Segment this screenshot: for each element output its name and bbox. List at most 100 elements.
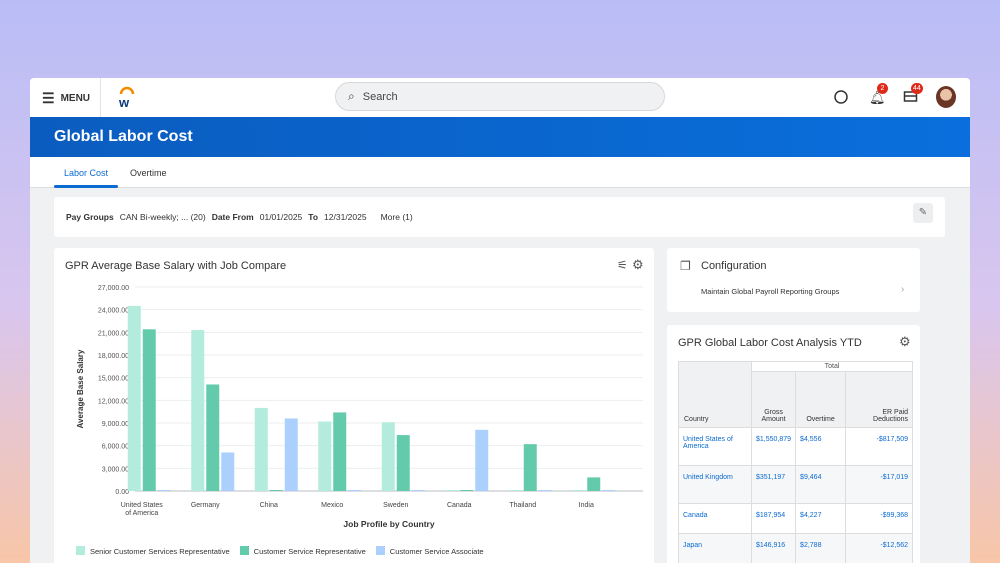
- bar: [587, 477, 600, 491]
- salary-chart-card: GPR Average Base Salary with Job Compare…: [54, 248, 654, 563]
- y-tick-label: 0.00: [115, 489, 129, 496]
- cell-value[interactable]: -$99,368: [846, 504, 913, 534]
- chat-icon[interactable]: [833, 89, 849, 110]
- bar: [572, 490, 585, 491]
- y-tick-label: 3,000.00: [102, 466, 129, 473]
- bar: [191, 330, 204, 491]
- cell-value[interactable]: $1,550,879: [752, 428, 796, 466]
- pencil-icon: ✎: [919, 207, 927, 218]
- tab-bar: Labor Cost Overtime: [30, 157, 970, 188]
- tab-overtime[interactable]: Overtime: [130, 168, 167, 178]
- analysis-title: GPR Global Labor Cost Analysis YTD: [678, 337, 862, 349]
- window-icon: ❐: [680, 259, 691, 273]
- column-header: Country: [679, 362, 752, 428]
- group-header: Total: [752, 362, 913, 372]
- bar: [221, 452, 234, 491]
- tab-labor-cost[interactable]: Labor Cost: [64, 168, 108, 178]
- y-tick-label: 6,000.00: [102, 444, 129, 451]
- y-tick-label: 27,000.00: [98, 285, 129, 292]
- bar: [348, 490, 361, 491]
- to-value: 12/31/2025: [324, 212, 367, 222]
- top-bar: ☰ MENU w ⌕ Search 🔔︎ 2 44: [30, 78, 970, 117]
- to-label: To: [308, 212, 318, 222]
- bar: [158, 490, 171, 491]
- cell-value[interactable]: $2,788: [796, 534, 846, 563]
- legend-item[interactable]: Customer Service Representative: [240, 546, 366, 556]
- y-tick-label: 18,000.00: [98, 353, 129, 360]
- bar: [285, 418, 298, 491]
- inbox-badge: 44: [911, 83, 923, 94]
- notifications-button[interactable]: 🔔︎ 2: [869, 89, 886, 107]
- y-tick-label: 12,000.00: [98, 398, 129, 405]
- hamburger-icon: ☰: [42, 90, 55, 107]
- x-tick-label: China: [260, 502, 278, 509]
- x-tick-label: Germany: [191, 502, 220, 509]
- search-icon: ⌕: [348, 89, 355, 104]
- pay-groups-label: Pay Groups: [66, 212, 114, 222]
- x-tick-label: Thailand: [509, 502, 536, 509]
- y-axis-label: Average Base Salary: [76, 349, 85, 428]
- country-link[interactable]: Japan: [679, 534, 752, 563]
- bar-chart: Average Base Salary Job Profile by Count…: [54, 248, 654, 538]
- cell-value[interactable]: $351,197: [752, 466, 796, 504]
- bar: [270, 490, 283, 491]
- labor-cost-analysis-card: GPR Global Labor Cost Analysis YTD ⚙ Cou…: [667, 325, 920, 563]
- legend-item[interactable]: Customer Service Associate: [376, 546, 484, 556]
- cell-value[interactable]: -$817,509: [846, 428, 913, 466]
- bar: [524, 444, 537, 491]
- avatar[interactable]: [936, 86, 956, 108]
- country-link[interactable]: Canada: [679, 504, 752, 534]
- maintain-reporting-groups-link[interactable]: Maintain Global Payroll Reporting Groups: [701, 287, 839, 296]
- svg-text:w: w: [118, 95, 130, 108]
- x-tick-label: India: [579, 502, 594, 509]
- chevron-right-icon[interactable]: ›: [901, 284, 904, 295]
- more-filters[interactable]: More (1): [381, 212, 413, 222]
- y-tick-label: 15,000.00: [98, 376, 129, 383]
- cell-value[interactable]: $4,227: [796, 504, 846, 534]
- analysis-table: Country Total Gross Amount Overtime ER P…: [678, 361, 913, 563]
- column-header: Overtime: [796, 372, 846, 428]
- active-tab-indicator: [54, 185, 118, 188]
- table-row: Japan$146,916$2,788-$12,562: [679, 534, 913, 563]
- configuration-title: Configuration: [701, 260, 766, 272]
- bar: [143, 329, 156, 491]
- notifications-badge: 2: [877, 83, 888, 94]
- cell-value[interactable]: $9,464: [796, 466, 846, 504]
- chart-legend: Senior Customer Services Representative …: [76, 546, 484, 556]
- filter-bar: Pay Groups CAN Bi-weekly; ... (20) Date …: [54, 197, 945, 237]
- bar: [206, 384, 219, 491]
- bar: [128, 306, 141, 491]
- menu-button[interactable]: ☰ MENU: [42, 90, 90, 107]
- bar: [255, 408, 268, 491]
- inbox-button[interactable]: 44: [903, 89, 918, 109]
- edit-filters-button[interactable]: ✎: [913, 203, 933, 223]
- app-window: ☰ MENU w ⌕ Search 🔔︎ 2 44 Global Labor C…: [30, 78, 970, 563]
- cell-value[interactable]: $4,556: [796, 428, 846, 466]
- legend-item[interactable]: Senior Customer Services Representative: [76, 546, 230, 556]
- workday-logo[interactable]: w: [118, 86, 136, 113]
- bar: [602, 490, 615, 491]
- country-link[interactable]: United Kingdom: [679, 466, 752, 504]
- cell-value[interactable]: -$17,019: [846, 466, 913, 504]
- x-tick-label: United Statesof America: [121, 502, 164, 517]
- cell-value[interactable]: $187,954: [752, 504, 796, 534]
- country-link[interactable]: United States of America: [679, 428, 752, 466]
- x-axis-label: Job Profile by Country: [343, 519, 434, 529]
- bar: [475, 430, 488, 491]
- y-tick-label: 24,000.00: [98, 308, 129, 315]
- bar: [539, 490, 552, 491]
- column-header: ER Paid Deductions: [846, 372, 913, 428]
- bar: [397, 435, 410, 491]
- y-tick-label: 21,000.00: [98, 330, 129, 337]
- y-tick-label: 9,000.00: [102, 421, 129, 428]
- pay-groups-value: CAN Bi-weekly; ... (20): [120, 212, 206, 222]
- bar: [509, 490, 522, 491]
- x-tick-label: Sweden: [383, 502, 408, 509]
- search-input[interactable]: ⌕ Search: [335, 82, 665, 111]
- cell-value[interactable]: $146,916: [752, 534, 796, 563]
- column-header: Gross Amount: [752, 372, 796, 428]
- cell-value[interactable]: -$12,562: [846, 534, 913, 563]
- bar: [333, 412, 346, 491]
- table-row: United Kingdom$351,197$9,464-$17,019: [679, 466, 913, 504]
- gear-icon[interactable]: ⚙: [899, 334, 911, 350]
